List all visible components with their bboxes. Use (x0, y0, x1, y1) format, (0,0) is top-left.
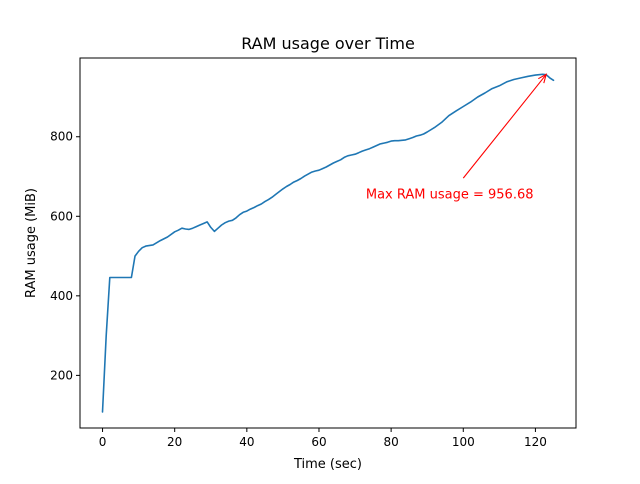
x-tick-label: 20 (167, 435, 182, 449)
y-tick-label: 600 (50, 209, 73, 223)
x-tick-label: 40 (239, 435, 254, 449)
y-tick-label: 200 (50, 368, 73, 382)
x-tick-label: 120 (524, 435, 547, 449)
chart-title: RAM usage over Time (241, 34, 415, 53)
series-layer (101, 73, 555, 413)
x-tick-label: 80 (383, 435, 398, 449)
x-tick-label: 60 (311, 435, 326, 449)
max-ram-annotation: Max RAM usage = 956.68 (366, 188, 534, 203)
axis-ticks: 0 20 40 60 80 100 120 200 400 600 800 (50, 130, 547, 449)
y-axis-label: RAM usage (MiB) (24, 188, 39, 298)
x-axis-label: Time (sec) (293, 457, 362, 472)
annotation-arrow-line (462, 74, 547, 179)
y-tick-label: 800 (50, 130, 73, 144)
x-tick-label: 100 (452, 435, 475, 449)
y-tick-label: 400 (50, 289, 73, 303)
plot-frame (79, 57, 577, 429)
annotation-layer: Max RAM usage = 956.68 (366, 73, 548, 203)
series-line-0 (101, 73, 555, 413)
x-tick-label: 0 (99, 435, 107, 449)
annotation-arrow-head (538, 73, 548, 84)
